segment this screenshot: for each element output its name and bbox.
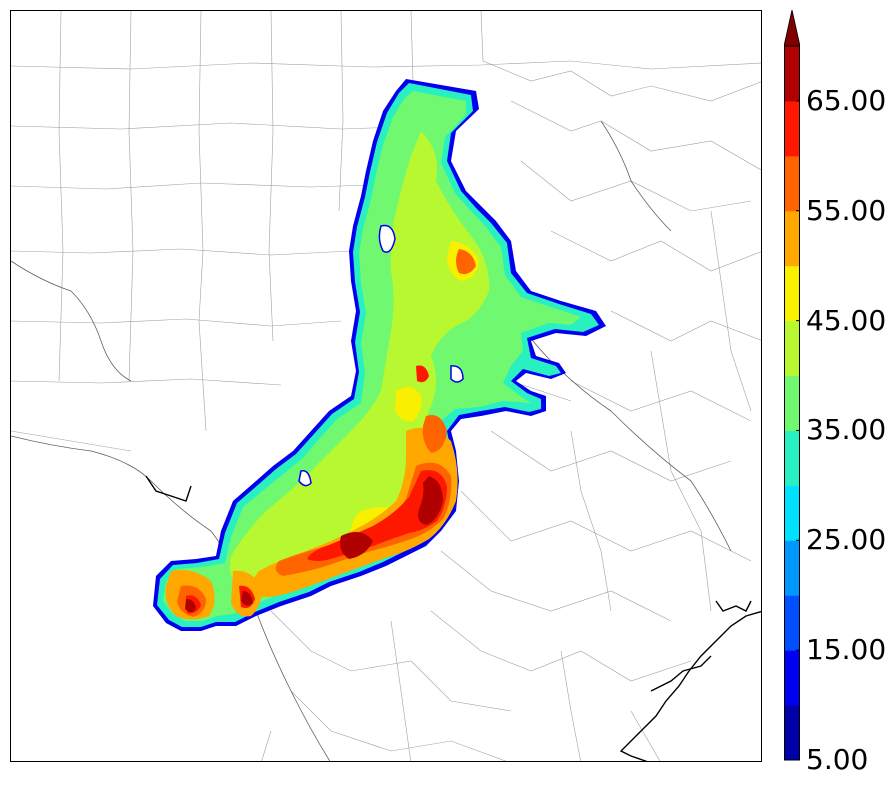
- colorbar-bin: [784, 650, 800, 706]
- colorbar-tick-label: 35.00: [806, 413, 887, 447]
- colorbar-bin: [784, 375, 800, 431]
- colorbar-extend-arrow: [784, 10, 800, 47]
- colorbar-bin: [784, 320, 800, 377]
- colorbar-bin: [784, 540, 800, 596]
- colorbar-bin: [784, 430, 800, 486]
- colorbar-tick-label: 25.00: [806, 523, 887, 557]
- colorbar-bin: [784, 595, 800, 651]
- colorbar-tick-label: 15.00: [806, 633, 887, 667]
- colorbar-bin: [784, 155, 800, 212]
- colorbar-bin: [784, 705, 800, 761]
- colorbar: [784, 10, 800, 761]
- colorbar-tick-label: 5.00: [806, 743, 869, 776]
- colorbar-bin: [784, 485, 800, 541]
- coastline: [145, 475, 761, 761]
- colorbar-bin: [784, 210, 800, 267]
- radar-map: [11, 11, 761, 761]
- colorbar-bin: [784, 265, 800, 322]
- county-lines: [11, 11, 761, 761]
- colorbar-border: [784, 45, 800, 761]
- precip-field: [153, 79, 606, 631]
- colorbar-bin: [784, 100, 800, 157]
- colorbar-tick-label: 55.00: [806, 193, 887, 227]
- map-panel: [10, 10, 762, 762]
- colorbar-tick-label: 65.00: [806, 83, 887, 117]
- colorbar-tick-label: 45.00: [806, 303, 887, 337]
- colorbar-bin: [784, 46, 800, 102]
